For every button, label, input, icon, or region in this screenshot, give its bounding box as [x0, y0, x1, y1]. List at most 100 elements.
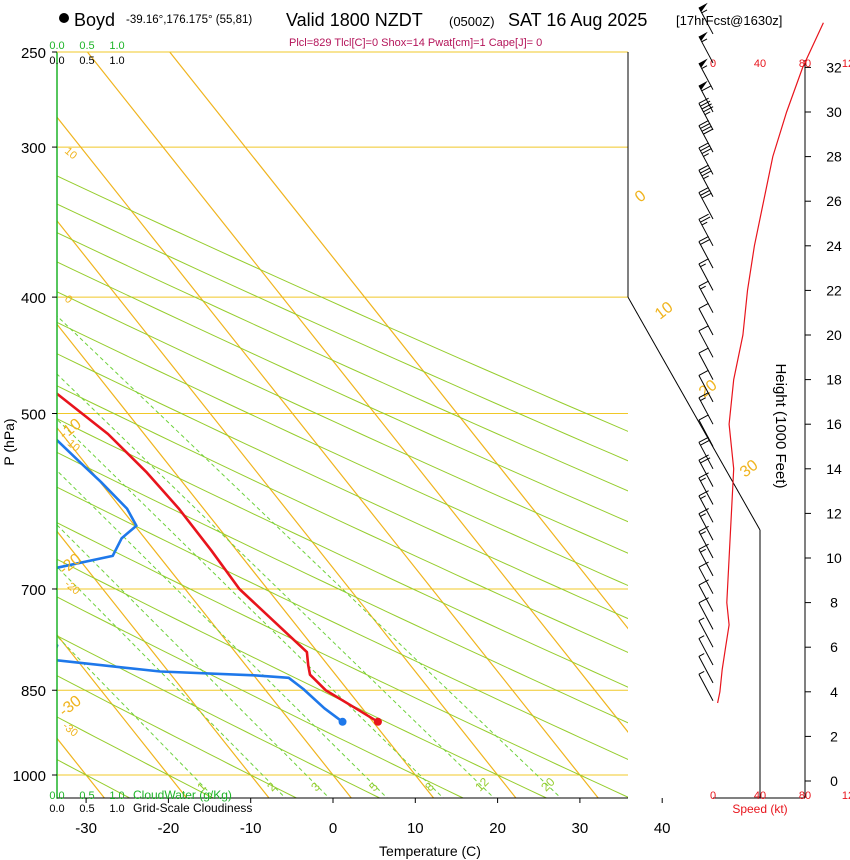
wind-barb-staff — [698, 263, 714, 291]
wind-barb-staff — [698, 513, 714, 541]
wind-barb-half — [703, 175, 709, 180]
wind-barb-half — [703, 153, 709, 157]
wind-barb — [698, 120, 714, 153]
dry-adiabat-0 — [57, 635, 381, 798]
isotherm-label--20: -20 — [56, 550, 85, 578]
wind-barb-staff — [698, 477, 714, 505]
wind-barb-flag — [703, 106, 714, 113]
isotherm-label-0: 0 — [632, 187, 650, 206]
x-tick-label: 20 — [489, 820, 506, 837]
cloudwater-top-tick: 1.0 — [109, 40, 124, 52]
isotherm-label--30: -30 — [56, 692, 85, 720]
dry-adiabat-70 — [57, 385, 628, 653]
wind-barb-staff — [698, 330, 714, 358]
p-tick-label: 1000 — [13, 768, 46, 785]
wind-barb-half — [701, 38, 708, 43]
isotherm--20 — [57, 633, 188, 798]
dry-adiabat-90 — [57, 321, 628, 587]
wind-barb-flag — [698, 97, 709, 104]
x-axis-title: Temperature (C) — [379, 843, 481, 859]
wind-barb-half — [698, 653, 705, 657]
wind-barb-flag — [700, 238, 711, 245]
height-tick-label: 8 — [830, 595, 838, 611]
wind-barb-flag — [700, 189, 711, 196]
speed-top-tick: 12 — [842, 58, 850, 70]
cloudwater-bottom-tick: 1.0 — [109, 790, 124, 802]
y-axis-title: P (hPa) — [1, 418, 17, 465]
x-tick-label: 0 — [329, 820, 337, 837]
dry-adiabat-50 — [57, 451, 628, 724]
dry-adiabat-130 — [57, 203, 628, 462]
height-axis-title: Height (1000 Feet) — [772, 363, 789, 488]
cloudiness-top-tick: 0.5 — [79, 55, 94, 67]
speed-bottom-tick: 0 — [710, 790, 716, 802]
wind-barb-flag — [698, 436, 709, 443]
isotherm-0 — [57, 426, 353, 798]
wind-barb-staff — [698, 584, 714, 612]
wind-barb — [698, 508, 714, 541]
wind-barb-staff — [698, 620, 714, 648]
surface-dew-dot — [338, 717, 347, 726]
wind-barb-flag — [698, 302, 709, 309]
wind-barb — [698, 490, 714, 523]
wind-speed-profile — [717, 22, 824, 704]
wind-barb-flag — [700, 100, 711, 107]
wind-barb-staff — [698, 308, 714, 336]
speed-bottom-tick: 80 — [799, 790, 811, 802]
wind-barb-flag — [698, 164, 709, 171]
mixing-ratio-20 — [57, 315, 562, 798]
wind-barb-flag — [698, 543, 709, 550]
wind-barb — [698, 97, 714, 131]
dry-adiabat-label: -20 — [62, 578, 82, 597]
wind-barb-staff — [698, 602, 714, 630]
wind-barb-staff — [698, 638, 714, 666]
speed-top-tick: 40 — [754, 58, 766, 70]
cloudiness-bottom-tick: 1.0 — [109, 803, 124, 815]
wind-barb-flag — [698, 347, 709, 354]
wind-barb-half — [700, 513, 706, 517]
dry-adiabat--50 — [0, 0, 12, 825]
dry-adiabat-40 — [57, 486, 628, 761]
wind-barb-flag — [700, 457, 711, 464]
wind-barb-half — [700, 531, 706, 535]
wind-barb-staff — [698, 531, 714, 559]
wind-barb-half — [700, 495, 706, 500]
height-tick-label: 14 — [826, 461, 842, 477]
mixing-ratio-label-3: 3 — [308, 779, 323, 794]
cloudwater-label: CloudWater (g/Kg) — [133, 788, 232, 802]
wind-barb-flag — [701, 147, 712, 155]
dry-adiabat-20 — [57, 558, 548, 798]
surface-temp-dot — [373, 717, 382, 726]
wind-barb-flag — [701, 192, 712, 199]
x-tick-label: 10 — [407, 820, 424, 837]
wind-barb-flag — [698, 142, 709, 149]
wind-barb — [698, 369, 714, 403]
cloudiness-label: Grid-Scale Cloudiness — [133, 801, 252, 815]
isotherm-40 — [86, 52, 628, 733]
mixing-ratio-label-20: 20 — [538, 775, 558, 795]
wind-barb-flag — [698, 525, 709, 532]
wind-barb — [698, 213, 714, 247]
x-tick-label: 40 — [654, 820, 671, 837]
wind-barb-flag — [698, 186, 709, 193]
speed-top-tick: 0 — [710, 58, 716, 70]
isotherm-label-10: 10 — [652, 299, 677, 323]
p-tick-label: 300 — [21, 140, 46, 157]
wind-barb — [698, 525, 714, 559]
wind-barb-flag — [701, 125, 712, 132]
site-coords: -39.16°,176.175° (55,81) — [126, 14, 253, 26]
wind-barb-half — [701, 9, 708, 14]
wind-barb-flag — [698, 490, 709, 497]
wind-barb — [698, 653, 714, 684]
wind-barb — [698, 186, 714, 220]
wind-barb-staff — [698, 549, 714, 577]
p-tick-label: 850 — [21, 683, 46, 700]
dry-adiabat-label: 10 — [62, 145, 79, 162]
cloudwater-bottom-tick: 0.0 — [49, 790, 64, 802]
wind-barb — [698, 579, 714, 612]
wind-barb — [698, 58, 714, 90]
wind-barb — [698, 561, 714, 594]
wind-barb-staff — [698, 352, 714, 380]
dry-adiabat-label: -30 — [60, 720, 80, 739]
